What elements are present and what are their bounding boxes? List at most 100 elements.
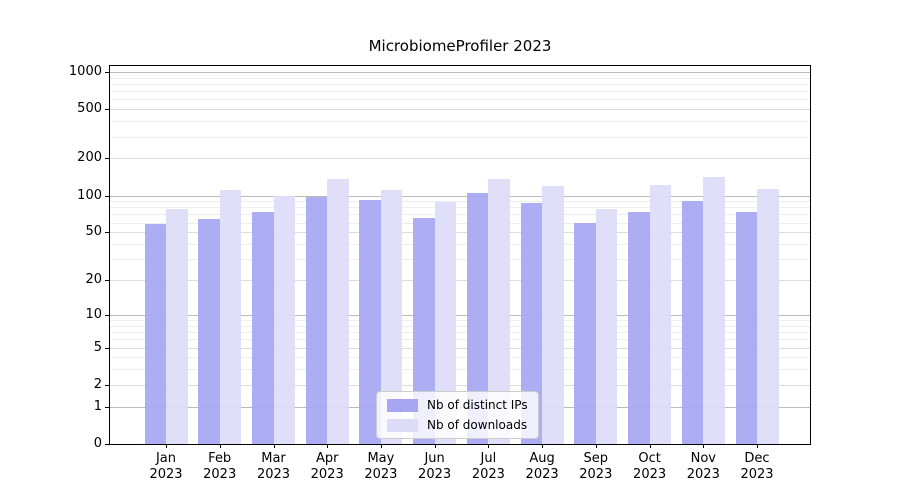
gridline-minor [110,136,810,138]
x-tick-label: Oct 2023 [633,451,667,482]
x-tick-label: Mar 2023 [256,451,291,482]
legend-item-downloads: Nb of downloads [387,418,528,432]
gridline [110,280,810,281]
x-tick-mark [380,444,382,448]
y-tick-mark [105,384,109,386]
gridline-minor [110,259,810,261]
gridline-minor [110,214,810,216]
gridline [110,347,810,349]
gridline-decade [110,314,810,316]
bar-distinct-ips-jan [144,224,166,444]
gridline-minor [110,83,810,85]
x-tick-label: Nov 2023 [686,451,720,482]
legend: Nb of distinct IPs Nb of downloads [376,391,539,439]
bar-downloads-jun [434,202,457,444]
y-tick-label: 1 [93,398,102,414]
x-tick-label: May 2023 [364,451,398,482]
gridline-minor [110,357,810,359]
x-tick-label: Aug 2023 [525,451,559,482]
bar-downloads-nov [703,177,725,444]
y-tick-label: 0 [93,436,102,451]
y-tick-label: 500 [77,101,102,117]
y-tick-mark [105,71,109,73]
x-tick-mark [542,444,544,448]
legend-item-distinct-ips: Nb of distinct IPs [387,398,528,412]
x-tick-mark [273,444,275,448]
gridline [110,232,810,234]
x-tick-mark [219,444,221,448]
bar-downloads-jul [488,179,510,444]
legend-label-downloads: Nb of downloads [427,418,528,432]
x-tick-label: Feb 2023 [203,451,237,482]
x-tick-label: Sep 2023 [579,451,613,482]
x-tick-mark [595,444,597,448]
bar-downloads-may [380,190,403,444]
bar-distinct-ips-may [359,199,381,444]
y-tick-label: 5 [93,339,102,355]
x-tick-mark [166,444,167,448]
y-tick-label: 2 [93,376,102,392]
bar-downloads-jan [166,209,188,444]
plot-area: Nb of distinct IPs Nb of downloads [109,65,811,445]
right-spine [810,65,811,445]
y-tick-mark [105,109,109,111]
x-tick-mark [434,444,436,448]
bar-distinct-ips-dec [735,211,757,444]
bar-distinct-ips-apr [305,196,328,444]
y-tick-label: 1000 [68,63,102,79]
bar-distinct-ips-nov [681,201,704,444]
legend-label-distinct-ips: Nb of distinct IPs [427,398,528,412]
gridline-minor [110,325,810,327]
y-tick-label: 50 [85,224,102,240]
x-tick-mark [488,444,490,448]
gridline-minor [110,222,810,224]
x-tick-mark [757,444,758,448]
x-tick-label: Jun 2023 [418,451,452,482]
bar-downloads-mar [273,195,295,444]
y-tick-mark [105,406,109,408]
y-tick-mark [105,444,109,445]
bar-downloads-aug [542,185,564,444]
gridline [110,109,810,111]
y-tick-mark [105,158,109,160]
gridline-minor [110,121,810,123]
bar-distinct-ips-aug [520,202,543,444]
bar-downloads-feb [219,190,242,444]
top-spine [110,65,810,66]
y-tick-mark [105,314,109,316]
gridline-minor [110,320,810,321]
legend-swatch-distinct-ips [387,398,418,412]
bar-downloads-sep [595,208,618,444]
gridline [110,384,810,386]
gridline-decade [110,71,810,73]
gridline-minor [110,332,810,333]
bar-distinct-ips-jul [466,193,489,444]
bar-downloads-oct [649,185,672,444]
x-tick-mark [703,444,705,448]
y-tick-label: 20 [85,272,102,287]
y-tick-label: 100 [77,187,102,203]
y-tick-mark [105,280,109,281]
gridline-minor [110,99,810,101]
bar-distinct-ips-oct [628,212,650,444]
bar-downloads-apr [327,179,349,444]
gridline-minor [110,207,810,209]
y-tick-mark [105,232,109,234]
x-tick-label: Dec 2023 [740,451,774,482]
bar-distinct-ips-sep [574,222,596,444]
x-tick-label: Jan 2023 [149,451,183,482]
bar-downloads-dec [757,188,779,444]
gridline [110,158,810,160]
gridline-minor [110,91,810,93]
gridline-minor [110,201,810,203]
y-tick-label: 200 [77,150,102,166]
gridline-minor [110,369,810,371]
bar-distinct-ips-mar [252,211,274,444]
gridline-minor [110,244,810,245]
y-tick-mark [105,347,109,349]
chart-title: MicrobiomeProfiler 2023 [368,37,552,55]
legend-swatch-downloads [387,418,418,432]
x-tick-mark [327,444,329,448]
y-tick-mark [105,195,109,197]
